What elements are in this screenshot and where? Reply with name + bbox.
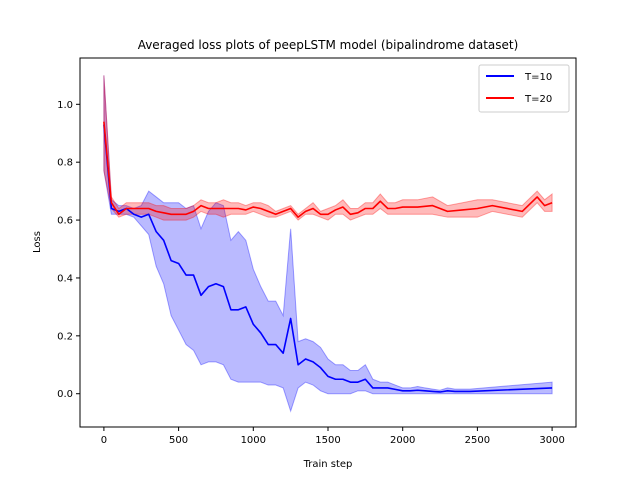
legend: T=10 T=20 bbox=[478, 64, 570, 113]
y-tick-label: 1.0 bbox=[57, 100, 73, 111]
plot-area bbox=[103, 75, 553, 413]
x-tick-label: 2000 bbox=[390, 435, 415, 446]
y-tick-label: 0.6 bbox=[57, 216, 73, 227]
chart-title: Averaged loss plots of peepLSTM model (b… bbox=[138, 38, 519, 52]
y-axis-ticks: 0.0 0.2 0.4 0.6 0.8 1.0 bbox=[57, 100, 80, 400]
x-tick-label: 0 bbox=[101, 435, 107, 446]
x-tick-label: 2500 bbox=[465, 435, 490, 446]
series-line-t20 bbox=[103, 121, 553, 218]
legend-box bbox=[478, 64, 570, 113]
x-tick-label: 500 bbox=[169, 435, 188, 446]
x-axis-title: Train step bbox=[303, 459, 353, 470]
series-lines bbox=[103, 121, 553, 393]
series-line-t10 bbox=[103, 124, 553, 393]
legend-label-t20: T=20 bbox=[524, 94, 552, 105]
band-t10 bbox=[103, 75, 553, 413]
x-tick-label: 1000 bbox=[241, 435, 266, 446]
y-tick-label: 0.8 bbox=[57, 158, 73, 169]
band-t20 bbox=[103, 75, 553, 221]
legend-label-t10: T=10 bbox=[524, 72, 552, 83]
y-axis-title: Loss bbox=[32, 231, 43, 253]
x-axis-ticks: 0 500 1000 1500 2000 2500 3000 bbox=[101, 427, 565, 446]
x-tick-label: 3000 bbox=[539, 435, 564, 446]
y-tick-label: 0.2 bbox=[57, 331, 73, 342]
y-tick-label: 0.0 bbox=[57, 389, 73, 400]
confidence-bands bbox=[103, 75, 553, 413]
x-tick-label: 1500 bbox=[315, 435, 340, 446]
y-tick-label: 0.4 bbox=[57, 273, 73, 284]
